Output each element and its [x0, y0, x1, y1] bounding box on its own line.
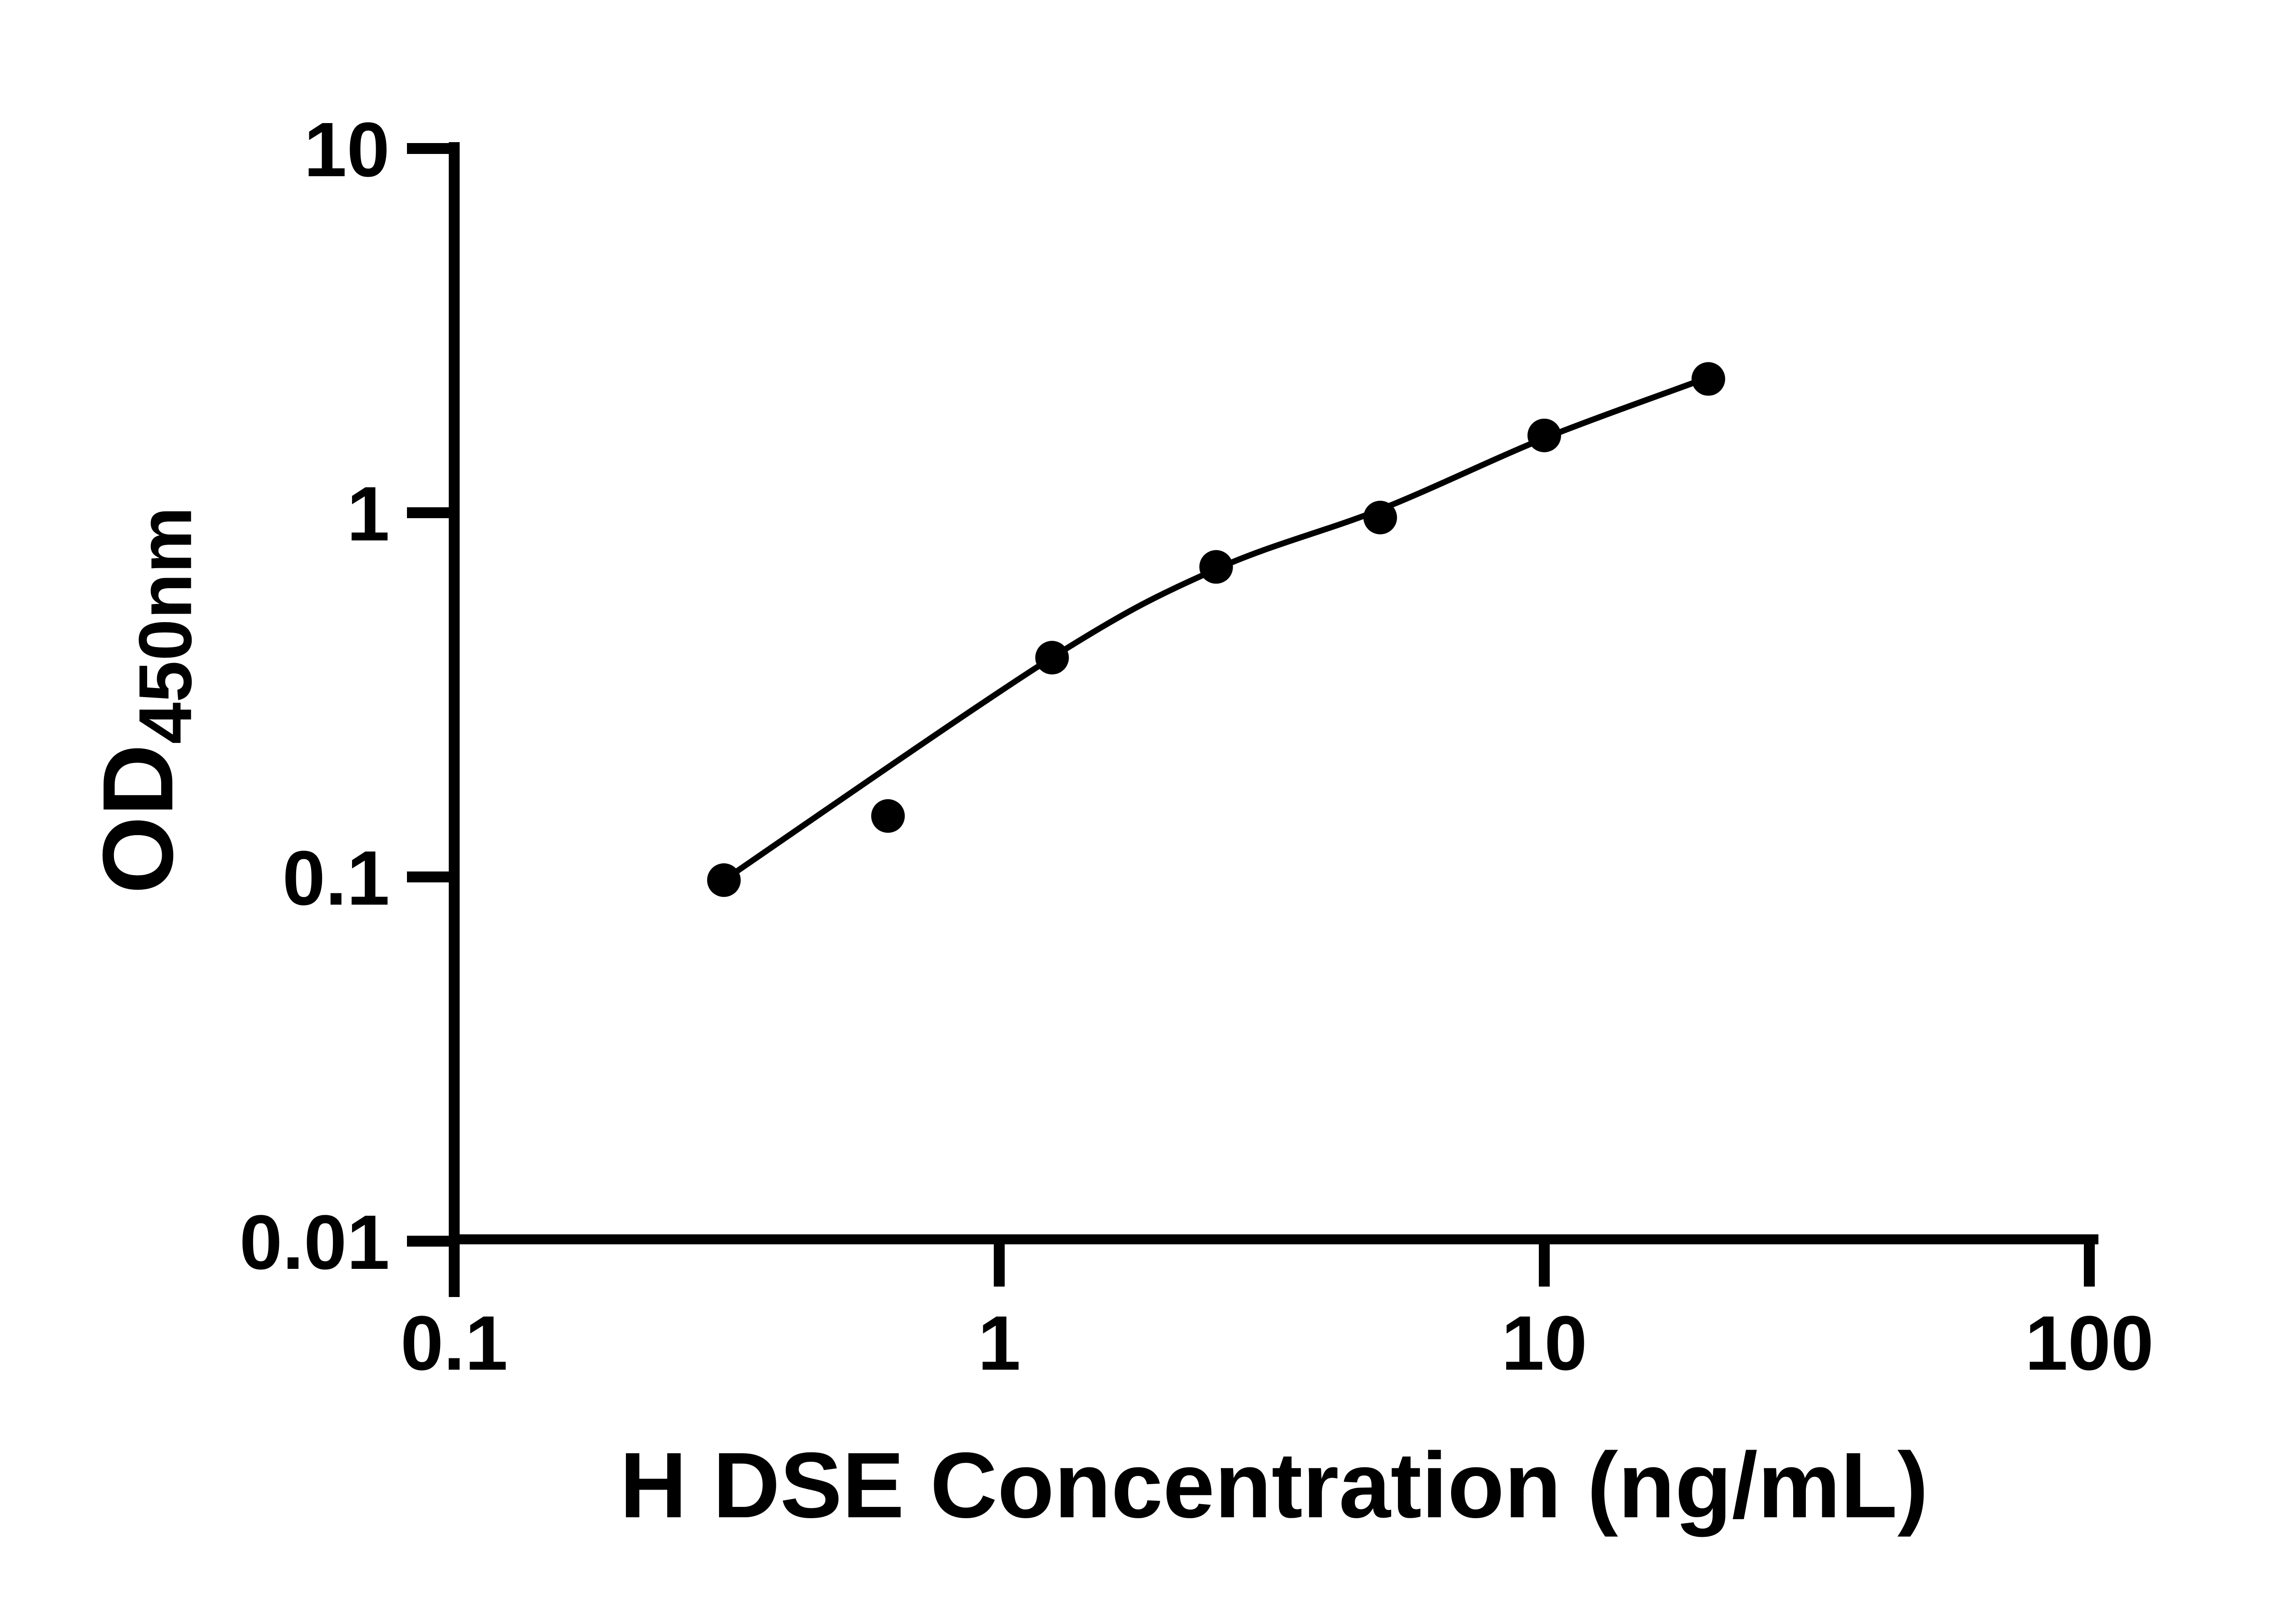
data-point	[707, 863, 741, 897]
x-axis-line	[449, 1234, 2098, 1244]
fit-curve	[722, 374, 1710, 883]
data-point	[1199, 550, 1233, 584]
y-tick	[407, 871, 449, 882]
x-axis-title: H DSE Concentration (ng/mL)	[620, 1433, 1929, 1537]
y-axis-title-main: OD	[82, 744, 194, 894]
y-tick	[407, 507, 449, 518]
data-point	[1691, 362, 1726, 396]
x-tick-label: 100	[2025, 1300, 2154, 1386]
data-point	[1363, 500, 1397, 535]
x-tick-label: 0.1	[401, 1300, 508, 1386]
x-tick	[449, 1244, 460, 1287]
x-tick	[994, 1244, 1005, 1287]
data-point	[871, 799, 905, 833]
y-tick-label: 10	[304, 107, 390, 193]
x-tick-label: 1	[978, 1300, 1021, 1386]
y-tick-label: 0.01	[239, 1199, 390, 1286]
y-tick	[407, 1236, 449, 1247]
y-axis-line	[449, 142, 460, 1297]
data-point	[1527, 418, 1561, 452]
y-axis-title: OD450nm	[82, 507, 207, 894]
data-point	[1035, 641, 1069, 675]
y-tick-label: 1	[347, 471, 390, 557]
y-tick	[407, 143, 449, 154]
x-tick-label: 10	[1501, 1300, 1587, 1386]
x-tick	[2084, 1244, 2095, 1287]
x-tick	[1539, 1244, 1550, 1287]
y-axis-title-subscript: 450nm	[123, 506, 207, 744]
y-tick-label: 0.1	[283, 835, 390, 921]
